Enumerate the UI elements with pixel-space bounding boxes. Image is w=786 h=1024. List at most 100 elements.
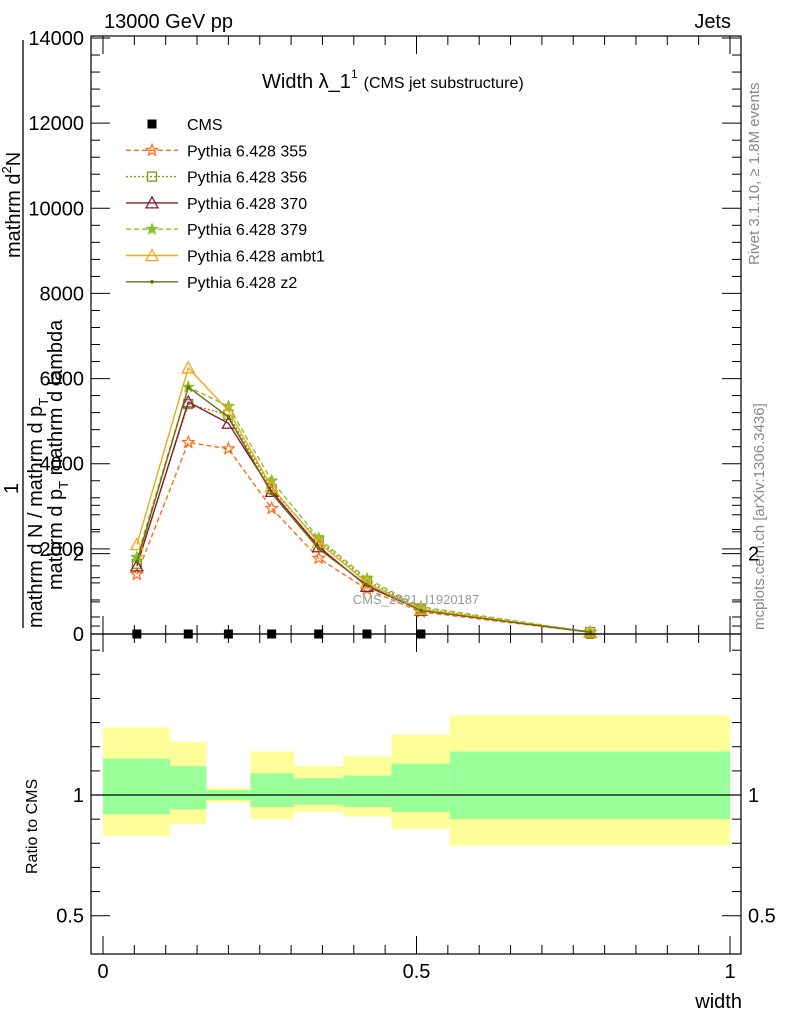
data-point — [129, 566, 145, 581]
data-point — [269, 491, 274, 496]
ratio-tick-label: 0.5 — [56, 906, 84, 928]
x-tick-label: 1 — [724, 961, 735, 983]
header-jets-label: Jets — [694, 11, 731, 33]
legend-label: Pythia 6.428 356 — [187, 170, 307, 187]
series-line — [136, 441, 591, 633]
watermark-label: CMS_2021_I1920187 — [353, 592, 480, 607]
ylabel-numerator: mathrm d — [3, 174, 25, 258]
ylabel-numerator-sup: 2 — [0, 166, 14, 173]
y-tick-label: 12000 — [28, 113, 84, 135]
y-tick-label: 2000 — [40, 539, 85, 561]
svg-text:mathrm d2N: mathrm d2N — [0, 152, 25, 258]
ratio-tick-label: 1 — [73, 785, 84, 807]
ratio-plot: 0 0.5 1 0.5 0.5 1 1 2 2 Ratio to CMS — [24, 504, 776, 983]
ylabel-numerator-end: N — [3, 152, 25, 166]
svg-text:Width λ_11(CMS jet substructur: Width λ_11 (CMS jet substructure) — [262, 67, 524, 93]
y-tick-label: 14000 — [28, 28, 84, 50]
legend-label: Pythia 6.428 z2 — [187, 275, 297, 292]
header-energy-label: 13000 GeV pp — [104, 11, 233, 33]
title-main: Width λ_1 — [262, 71, 351, 93]
ratio-band-inner — [294, 778, 344, 805]
y-tick-label: 6000 — [40, 369, 85, 391]
y-tick-label: 0 — [73, 624, 84, 646]
ylabel-denominator: mathrm d p — [45, 489, 67, 590]
legend-marker — [145, 222, 159, 235]
data-point — [226, 415, 231, 419]
mcplots-label: mcplots.cern.ch [arXiv:1306.3436] — [751, 403, 768, 630]
series-line — [136, 366, 591, 633]
ylabel-left-prefix: mathrm d N / mathrm d p — [25, 406, 47, 628]
ratio-y-axis-label: Ratio to CMS — [24, 779, 41, 874]
ratio-ticks: 0 0.5 1 0.5 0.5 1 1 2 2 — [56, 504, 776, 983]
data-point — [588, 630, 592, 635]
series-line — [136, 386, 591, 633]
legend-marker — [150, 280, 154, 284]
legend-label: CMS — [187, 117, 223, 134]
legend-marker — [144, 142, 160, 157]
legend-label: Pythia 6.428 370 — [187, 196, 307, 213]
legend-label: Pythia 6.428 379 — [187, 222, 307, 239]
ratio-band-inner — [170, 766, 207, 810]
legend: CMS Pythia 6.428 355 Pythia 6.428 356 Pythi… — [126, 117, 325, 292]
svg-text:mathrm d N / mathrm d pT: mathrm d N / mathrm d pT — [25, 398, 51, 628]
legend-entry: Pythia 6.428 z2 — [126, 275, 297, 292]
data-point — [181, 360, 196, 374]
legend-entry: Pythia 6.428 356 — [126, 170, 307, 187]
ratio-band-inner — [343, 775, 392, 808]
plot-title: Width λ_11 (CMS jet substructure) — [262, 67, 524, 93]
main-plot: 0 2000 4000 6000 8000 10000 12000 14000 CMS_202… — [28, 28, 742, 646]
legend-marker — [146, 171, 158, 182]
ylabel-denominator-end: mathrm d lambda — [45, 319, 67, 481]
ratio-band-inner — [103, 758, 171, 815]
legend-label: Pythia 6.428 ambt1 — [187, 249, 325, 266]
legend-entry: Pythia 6.428 355 — [126, 142, 307, 160]
y-tick-label: 10000 — [28, 198, 84, 220]
rivet-version-label: Rivet 3.1.10, ≥ 1.8M events — [746, 83, 763, 266]
legend-entry: Pythia 6.428 ambt1 — [126, 248, 325, 266]
legend-marker — [144, 248, 160, 262]
title-superscript: 1 — [351, 67, 358, 81]
main-ticks: 0 2000 4000 6000 8000 10000 12000 14000 — [28, 28, 741, 646]
legend-entry: CMS — [147, 117, 223, 134]
data-point — [311, 550, 326, 565]
ylabel-denominator-sub: T — [56, 481, 71, 489]
ratio-bands — [91, 715, 741, 846]
x-tick-label: 0 — [97, 961, 108, 983]
ylabel-left-sub: T — [36, 398, 51, 406]
ratio-band-inner — [250, 773, 295, 808]
legend-entry: Pythia 6.428 370 — [126, 195, 307, 213]
data-point — [316, 547, 321, 551]
data-point — [186, 385, 191, 389]
data-point — [419, 608, 423, 613]
ratio-tick-label-right: 0.5 — [748, 906, 776, 928]
y-tick-label: 4000 — [40, 454, 85, 476]
ratio-plot-frame — [90, 633, 742, 955]
y-tick-label: 8000 — [40, 283, 85, 305]
series-line — [136, 385, 591, 633]
series-1 — [129, 434, 598, 639]
svg-text:mathrm d pT mathrm d lambda: mathrm d pT mathrm d lambda — [45, 319, 71, 590]
data-point — [365, 583, 369, 587]
legend-entry: Pythia 6.428 379 — [126, 222, 307, 239]
data-point — [221, 441, 236, 456]
title-subtitle: (CMS jet substructure) — [364, 75, 524, 92]
data-point — [264, 500, 279, 515]
ratio-tick-label-right: 1 — [748, 785, 759, 807]
legend-label: Pythia 6.428 355 — [187, 143, 307, 160]
ratio-tick-label-right: 2 — [748, 544, 759, 566]
data-point — [129, 537, 144, 551]
legend-marker — [147, 119, 157, 129]
data-point — [181, 394, 196, 408]
ratio-band-inner — [449, 751, 730, 820]
y-axis-label: mathrm d N / mathrm d pT 1 mathrm d2N ma… — [0, 40, 71, 628]
x-tick-label: 0.5 — [403, 961, 431, 983]
ratio-tick-label: 2 — [73, 544, 84, 566]
data-point — [135, 559, 139, 564]
data-point — [181, 434, 196, 449]
legend-marker — [144, 195, 160, 209]
ylabel-one: 1 — [1, 483, 23, 494]
data-point — [129, 558, 144, 572]
series-6 — [135, 385, 592, 635]
x-axis-label: width — [694, 991, 742, 1013]
